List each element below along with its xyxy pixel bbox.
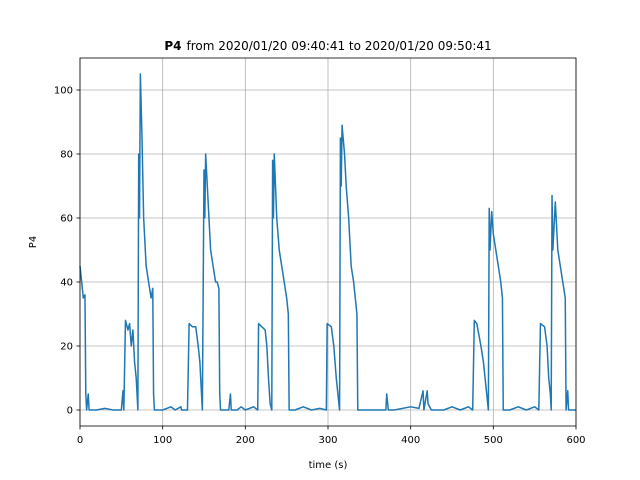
x-axis-label: time (s) [309, 460, 348, 471]
y-tick-label: 20 [60, 342, 73, 353]
x-tick-label: 100 [153, 435, 172, 446]
title-bold: P4 [164, 39, 181, 53]
x-tick-label: 500 [484, 435, 503, 446]
chart-title: P4 from 2020/01/20 09:40:41 to 2020/01/20… [164, 39, 491, 53]
plot-area [79, 73, 576, 411]
x-tick-label: 0 [77, 435, 83, 446]
y-tick-label: 60 [60, 214, 73, 225]
x-tick-label: 300 [318, 435, 337, 446]
y-tick-label: 0 [67, 406, 73, 417]
x-tick-label: 600 [566, 435, 585, 446]
x-tick-label: 200 [236, 435, 255, 446]
y-tick-label: 80 [60, 150, 73, 161]
title-text: from 2020/01/20 09:40:41 to 2020/01/20 0… [186, 39, 491, 53]
y-tick-label: 100 [54, 86, 73, 97]
x-tick-label: 400 [401, 435, 420, 446]
data-line [79, 73, 576, 411]
ticks: 0 100 200 300 400 500 600 0 20 40 60 80 100 [54, 86, 586, 447]
y-tick-label: 40 [60, 278, 73, 289]
y-axis-label: P4 [28, 236, 39, 248]
